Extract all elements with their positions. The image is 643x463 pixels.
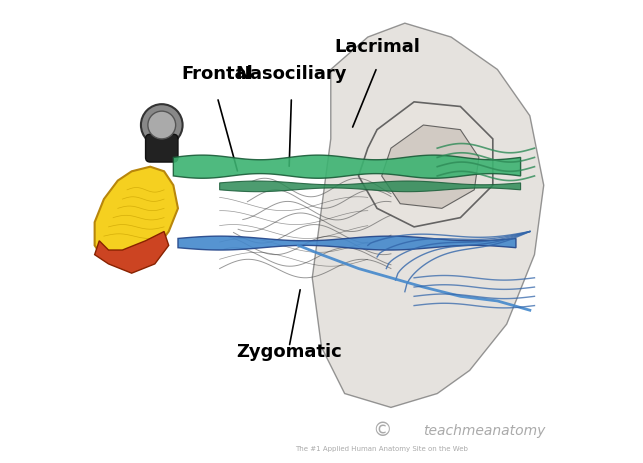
Text: ©: © <box>372 421 392 440</box>
Circle shape <box>148 111 176 139</box>
Circle shape <box>141 104 183 146</box>
Text: Nasociliary: Nasociliary <box>235 65 347 83</box>
Text: Frontal: Frontal <box>181 65 253 83</box>
Text: Zygomatic: Zygomatic <box>236 343 342 361</box>
Polygon shape <box>178 236 516 250</box>
Text: Lacrimal: Lacrimal <box>334 38 420 56</box>
Text: The #1 Applied Human Anatomy Site on the Web: The #1 Applied Human Anatomy Site on the… <box>295 446 468 452</box>
FancyBboxPatch shape <box>145 134 178 162</box>
Polygon shape <box>174 155 521 178</box>
Polygon shape <box>312 23 544 407</box>
Polygon shape <box>359 102 493 227</box>
Polygon shape <box>382 125 479 208</box>
Polygon shape <box>95 232 168 273</box>
Polygon shape <box>95 167 178 264</box>
Text: teachmeanatomy: teachmeanatomy <box>423 424 546 438</box>
Polygon shape <box>220 181 521 192</box>
